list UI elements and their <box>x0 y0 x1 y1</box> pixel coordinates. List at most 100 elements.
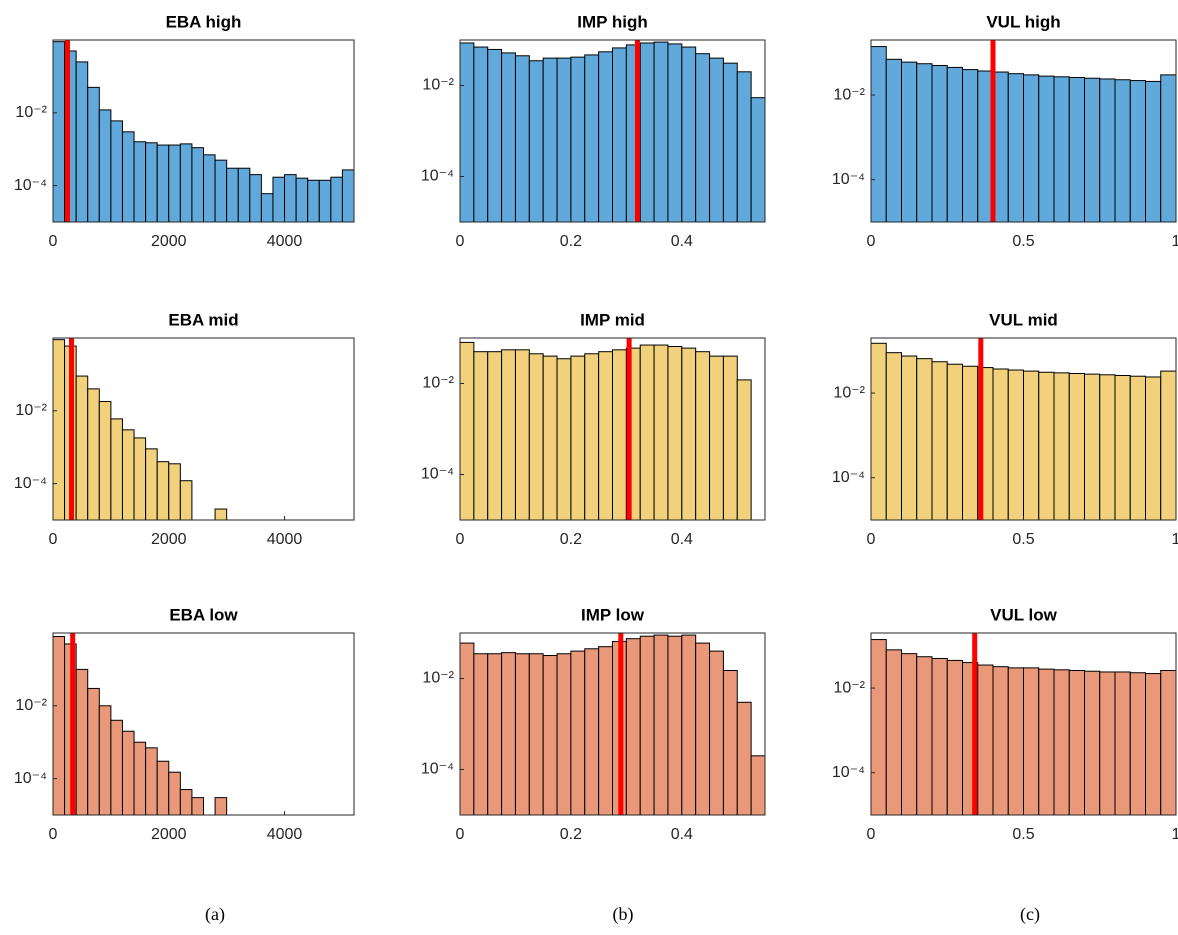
bar <box>487 653 503 816</box>
x-tick-label: 1 <box>1172 826 1178 843</box>
bar <box>750 755 766 816</box>
bar <box>1084 77 1101 223</box>
bar <box>168 771 181 816</box>
bar <box>1053 372 1070 521</box>
x-tick-label: 2000 <box>151 233 187 250</box>
y-tick-label: 10⁻² <box>422 670 454 687</box>
bar <box>156 760 170 816</box>
y-tick-label: 10⁻⁴ <box>832 469 865 486</box>
y-tick-label: 10⁻² <box>422 375 454 392</box>
x-tick-label: 0 <box>867 826 876 843</box>
bar <box>295 177 309 223</box>
y-tick-label: 10⁻² <box>15 104 47 121</box>
bar <box>667 43 683 223</box>
bar <box>1114 374 1131 521</box>
bar <box>612 349 627 521</box>
bar <box>681 634 697 816</box>
bar <box>695 53 711 223</box>
axes-frame <box>459 337 766 521</box>
bar <box>214 159 228 223</box>
bar <box>542 57 558 223</box>
bar <box>330 176 343 223</box>
bar <box>501 52 516 223</box>
bar <box>191 797 205 816</box>
bar <box>1145 80 1162 223</box>
x-tick-label: 0.2 <box>560 233 582 250</box>
axes-frame <box>459 39 766 223</box>
caption: (a) <box>205 904 225 925</box>
bar <box>695 642 711 816</box>
bar <box>179 789 193 816</box>
bar <box>639 42 655 223</box>
bar <box>901 355 918 521</box>
bar <box>722 355 738 521</box>
y-tick-label: 10⁻² <box>833 384 865 401</box>
y-tick-label: 10⁻² <box>15 402 47 419</box>
bar <box>110 418 123 521</box>
bar <box>1023 667 1040 816</box>
bar <box>584 353 600 521</box>
bar <box>121 131 135 223</box>
bar <box>110 719 123 816</box>
bar <box>341 169 355 223</box>
y-tick-label: 10⁻⁴ <box>832 171 865 188</box>
bar <box>156 144 170 223</box>
bar <box>722 669 738 816</box>
bar <box>272 176 286 223</box>
bar <box>1129 672 1146 816</box>
bar <box>870 46 887 223</box>
bar <box>962 365 979 521</box>
bar <box>1160 669 1177 816</box>
bar <box>179 143 193 223</box>
bar <box>214 797 228 816</box>
bar <box>98 109 112 223</box>
bar <box>226 167 239 223</box>
x-tick-label: 0 <box>867 233 876 250</box>
y-tick-label: 10⁻⁴ <box>14 475 47 492</box>
bar <box>459 642 475 816</box>
bar <box>528 653 544 816</box>
bar <box>145 142 158 223</box>
bar <box>459 341 475 521</box>
x-tick-label: 0.4 <box>671 531 693 548</box>
bar <box>1084 670 1101 816</box>
bar <box>1129 80 1146 223</box>
bar <box>110 120 123 223</box>
bar <box>284 174 297 223</box>
bar <box>501 349 516 521</box>
bar <box>931 657 948 816</box>
x-tick-label: 2000 <box>151 826 187 843</box>
bar <box>75 61 89 223</box>
bar <box>52 636 66 816</box>
bar <box>133 741 147 816</box>
bar <box>459 42 475 223</box>
x-tick-label: 4000 <box>267 233 303 250</box>
bar <box>736 701 752 816</box>
x-tick-label: 0.4 <box>671 233 693 250</box>
bar <box>1007 667 1024 816</box>
bar <box>885 352 902 521</box>
bar <box>156 461 170 521</box>
x-tick-label: 0 <box>49 233 58 250</box>
y-tick-label: 10⁻⁴ <box>14 177 47 194</box>
bar <box>1114 671 1131 816</box>
bar <box>191 147 205 223</box>
bar <box>885 649 902 816</box>
bar <box>249 174 262 223</box>
y-tick-label: 10⁻⁴ <box>421 168 454 185</box>
bar <box>87 86 100 223</box>
x-tick-label: 4000 <box>267 826 303 843</box>
bar <box>307 179 320 223</box>
bar <box>214 508 228 521</box>
x-tick-label: 0 <box>49 531 58 548</box>
bar <box>901 653 918 816</box>
bar <box>145 747 158 816</box>
bar <box>1038 75 1055 223</box>
bar <box>473 653 489 816</box>
y-tick-label: 10⁻⁴ <box>421 761 454 778</box>
panel-title: IMP mid <box>580 310 645 329</box>
panel-title: IMP low <box>581 605 645 624</box>
x-tick-label: 0 <box>867 531 876 548</box>
bar <box>639 635 655 816</box>
bar <box>1145 673 1162 816</box>
